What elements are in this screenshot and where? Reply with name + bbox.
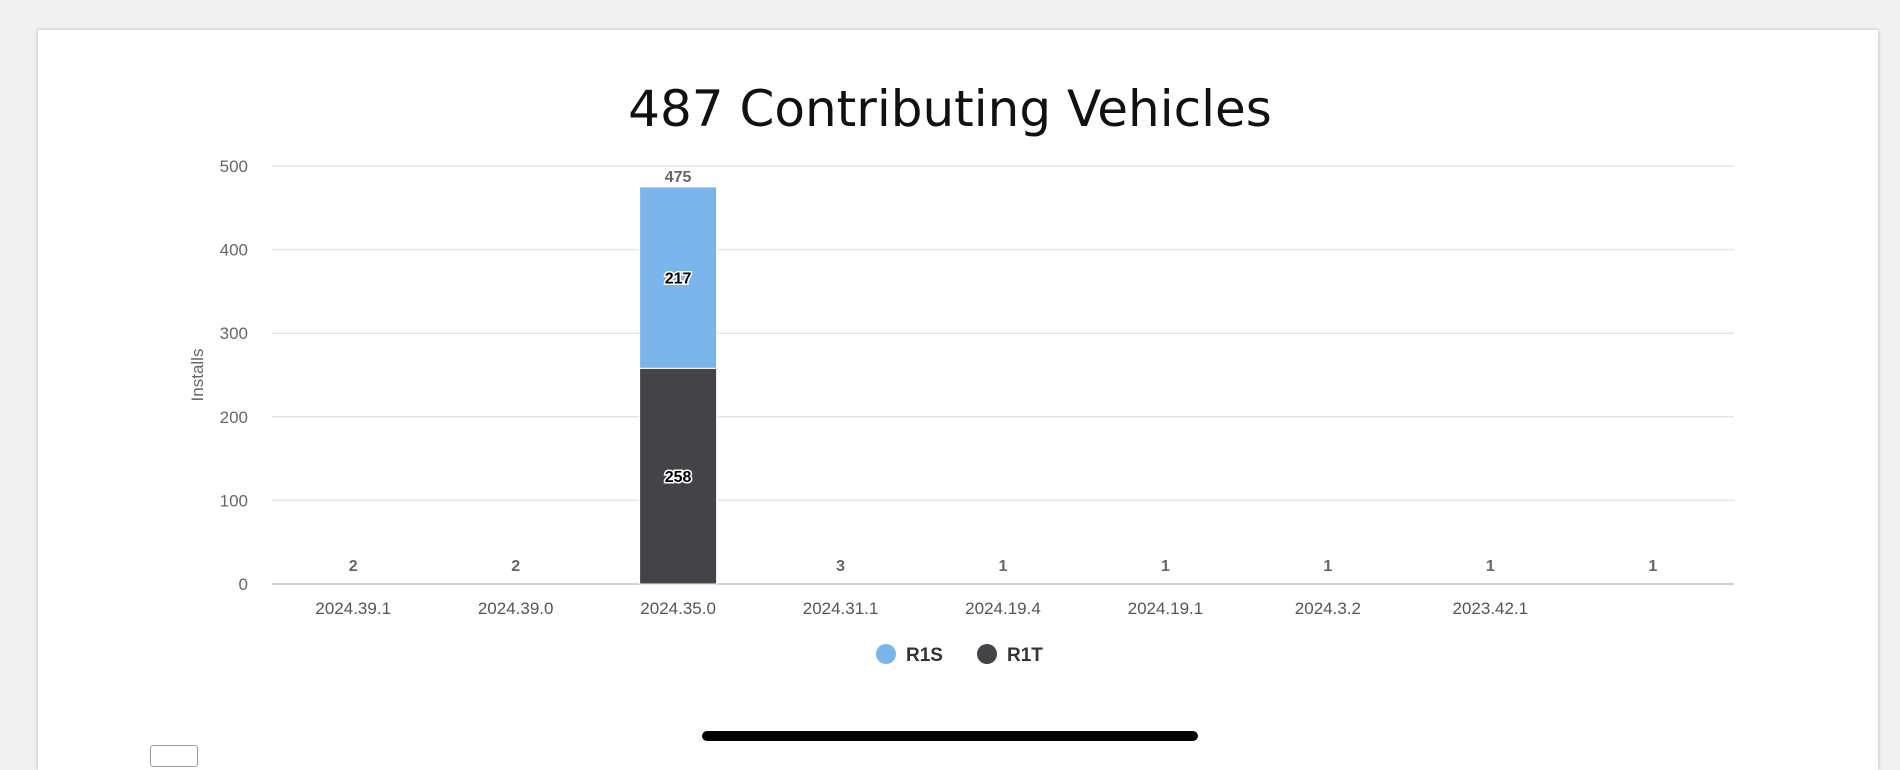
segment-value-label: 258: [665, 469, 692, 486]
x-tick-label: 2024.19.4: [965, 599, 1041, 618]
total-value-label: 1: [1648, 558, 1657, 575]
total-value-label: 1: [1323, 558, 1332, 575]
total-value-label: 3: [836, 558, 845, 575]
legend[interactable]: R1S R1T: [876, 644, 1043, 666]
x-tick-label: 2024.39.1: [315, 599, 391, 618]
bar-r1t: [639, 367, 718, 585]
installs-chart: 0 100 200 300 400 500 Installs 2 2 258 217 475 3 1 1 1…: [188, 157, 1734, 666]
x-tick-label: 2023.42.1: [1453, 599, 1529, 618]
page-size-select[interactable]: [150, 745, 198, 767]
y-tick-label: 500: [220, 157, 248, 176]
chart-title: 487 Contributing Vehicles: [628, 80, 1272, 138]
total-value-label: 475: [665, 169, 692, 186]
legend-item-r1s[interactable]: R1S: [876, 644, 943, 666]
total-value-label: 1: [1486, 558, 1495, 575]
x-tick-label: 2024.35.0: [640, 599, 716, 618]
segment-value-label: 217: [665, 271, 692, 288]
y-tick-label: 0: [239, 575, 248, 594]
legend-label: R1S: [906, 645, 943, 666]
bar-r1s: [639, 186, 718, 369]
y-tick-label: 200: [220, 408, 248, 427]
gridlines: [272, 165, 1734, 585]
chart-card: [38, 30, 1878, 770]
total-value-label: 1: [1161, 558, 1170, 575]
y-axis-title: Installs: [188, 349, 207, 402]
total-value-label: 2: [349, 558, 358, 575]
y-tick-label: 300: [220, 324, 248, 343]
y-axis: 0 100 200 300 400 500 Installs: [188, 157, 248, 594]
x-axis: 2024.39.1 2024.39.0 2024.35.0 2024.31.1 2024…: [315, 599, 1528, 618]
legend-marker: [876, 644, 896, 664]
x-tick-label: 2024.19.1: [1128, 599, 1204, 618]
bars: [639, 186, 718, 585]
y-tick-label: 100: [220, 491, 248, 510]
legend-marker: [977, 644, 997, 664]
total-value-label: 1: [999, 558, 1008, 575]
x-tick-label: 2024.31.1: [803, 599, 879, 618]
x-tick-label: 2024.39.0: [478, 599, 554, 618]
data-labels: 2 2 258 217 475 3 1 1 1 1 1: [349, 169, 1658, 575]
home-indicator: [702, 731, 1198, 741]
y-tick-label: 400: [220, 241, 248, 260]
legend-label: R1T: [1007, 645, 1043, 666]
x-tick-label: 2024.3.2: [1295, 599, 1361, 618]
total-value-label: 2: [511, 558, 520, 575]
legend-item-r1t[interactable]: R1T: [977, 644, 1043, 666]
